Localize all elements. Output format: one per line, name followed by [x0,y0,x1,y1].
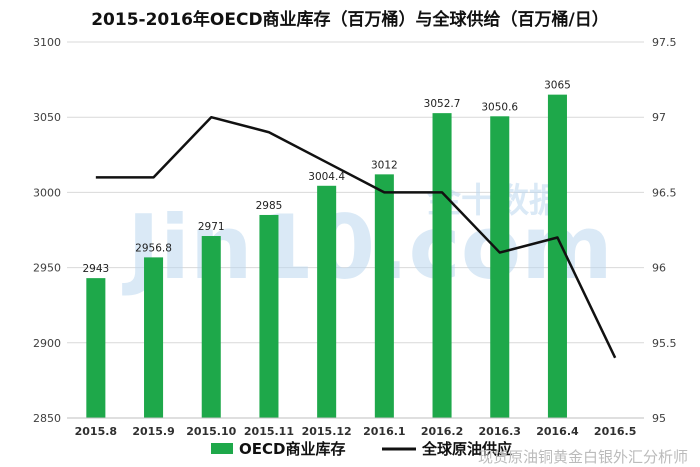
legend: OECD商业库存 全球原油供应 [211,440,512,458]
bar-data-label: 3012 [371,159,398,171]
x-axis-tick-label: 2016.4 [536,425,579,438]
bar-oecd-inventory [432,113,452,419]
legend-swatch-oecd-inventory [211,443,233,454]
legend-label-global-supply: 全球原油供应 [421,440,512,458]
x-axis-tick-label: 2016.3 [479,425,521,438]
bar-data-label: 3052.7 [424,98,461,110]
data-labels: 2943 2956.8 2971 2985 3004.4 3012 3052.7 3050.6… [82,80,570,275]
left-axis-tick-label: 2900 [33,337,61,350]
right-axis-tick-label: 97 [652,111,666,124]
bar-oecd-inventory [490,116,510,418]
x-axis-tick-label: 2015.10 [186,425,236,438]
left-axis-tick-label: 3000 [33,186,61,199]
right-y-axis: 95 95.5 96 96.5 97 97.5 [652,36,677,425]
right-axis-tick-label: 95 [652,412,666,425]
right-axis-tick-label: 96.5 [652,186,677,199]
bar-oecd-inventory [144,257,164,418]
line-series-global-supply [95,115,617,359]
bar-oecd-inventory [317,185,337,418]
bar-oecd-inventory [86,278,106,418]
legend-label-oecd-inventory: OECD商业库存 [239,440,345,458]
left-axis-tick-label: 2950 [33,262,61,275]
bar-data-label: 3004.4 [308,171,345,183]
right-axis-tick-label: 97.5 [652,36,677,49]
bar-oecd-inventory [374,174,394,418]
bar-data-label: 3050.6 [481,101,518,113]
x-axis-tick-label: 2015.8 [75,425,117,438]
x-axis-tick-label: 2015.12 [302,425,352,438]
bar-data-label: 2971 [198,221,225,233]
right-axis-tick-label: 96 [652,262,666,275]
bar-oecd-inventory [259,214,279,418]
left-axis-tick-label: 2850 [33,412,61,425]
x-axis-tick-label: 2015.11 [244,425,294,438]
bar-data-label: 2985 [256,200,283,212]
bar-series-oecd-inventory [86,94,567,419]
bar-oecd-inventory [547,94,567,418]
bar-data-label: 2956.8 [135,242,172,254]
watermark-footer: 现货原油铜黄金白银外汇分析师 [478,448,688,466]
x-axis-tick-label: 2016.1 [363,425,405,438]
bar-data-label: 2943 [82,263,109,275]
chart-title: 2015-2016年OECD商业库存（百万桶）与全球供给（百万桶/日） [91,9,609,30]
x-axis: 2015.8 2015.9 2015.10 2015.11 2015.12 2016.1 2… [67,417,644,438]
line-global-supply [95,115,617,359]
left-axis-tick-label: 3100 [33,36,61,49]
right-axis-tick-label: 95.5 [652,337,677,350]
x-axis-tick-label: 2015.9 [132,425,174,438]
left-y-axis: 2850 2900 2950 3000 3050 3100 [33,36,61,425]
x-axis-tick-label: 2016.5 [594,425,636,438]
x-axis-tick-label: 2016.2 [421,425,463,438]
watermark: Jin10.com 金十数据 [122,181,613,299]
left-axis-tick-label: 3050 [33,111,61,124]
bar-oecd-inventory [201,236,221,418]
bar-data-label: 3065 [544,80,571,92]
